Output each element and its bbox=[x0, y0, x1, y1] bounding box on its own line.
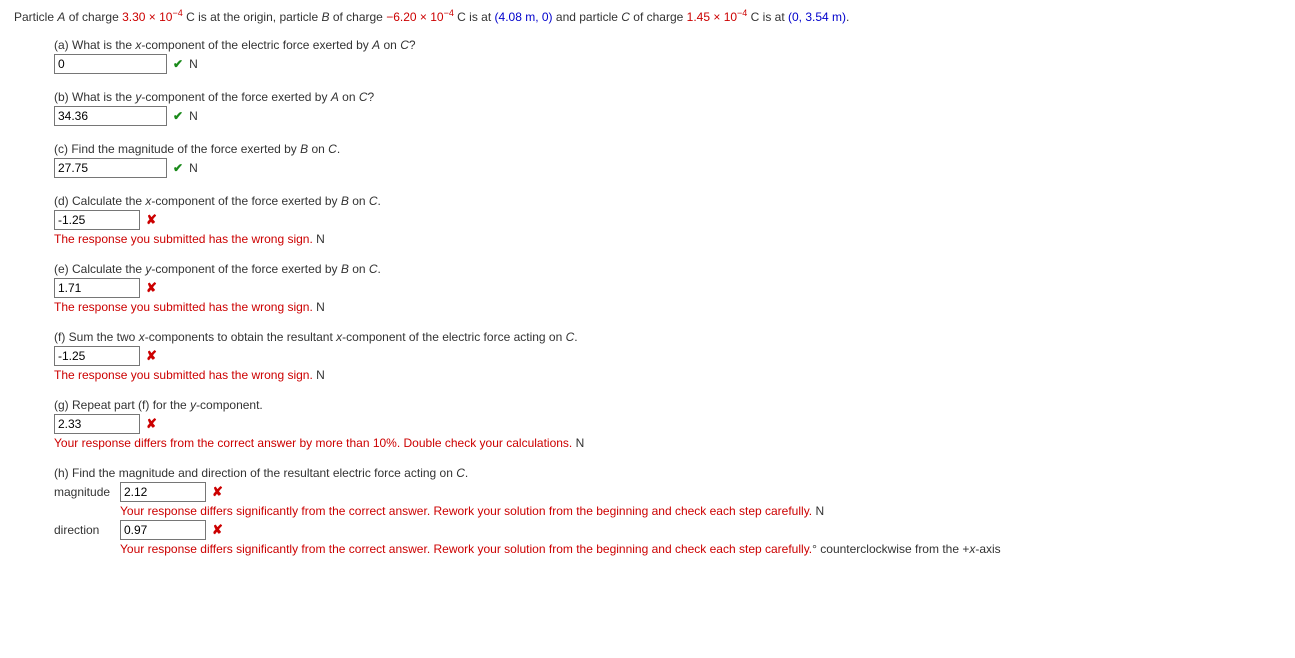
part-f-answer-row: ✘ bbox=[54, 346, 1281, 366]
part-f: (f) Sum the two x-components to obtain t… bbox=[54, 330, 1281, 382]
part-h-direction-row: direction ✘ Your response differs signif… bbox=[54, 520, 1281, 556]
part-c-input[interactable] bbox=[54, 158, 167, 178]
part-g-feedback: Your response differs from the correct a… bbox=[54, 436, 1281, 450]
part-c-prompt: (c) Find the magnitude of the force exer… bbox=[54, 142, 1281, 156]
part-b-input[interactable] bbox=[54, 106, 167, 126]
part-e-input[interactable] bbox=[54, 278, 140, 298]
part-a-prompt: (a) What is the x-component of the elect… bbox=[54, 38, 1281, 52]
part-h-direction-feedback: Your response differs significantly from… bbox=[120, 542, 1001, 556]
part-e-answer-row: ✘ bbox=[54, 278, 1281, 298]
part-d-prompt: (d) Calculate the x-component of the for… bbox=[54, 194, 1281, 208]
x-icon: ✘ bbox=[146, 348, 157, 364]
x-icon: ✘ bbox=[146, 416, 157, 432]
part-c: (c) Find the magnitude of the force exer… bbox=[54, 142, 1281, 178]
x-icon: ✘ bbox=[212, 484, 223, 500]
part-d-input[interactable] bbox=[54, 210, 140, 230]
part-d: (d) Calculate the x-component of the for… bbox=[54, 194, 1281, 246]
part-c-answer-row: ✔ N bbox=[54, 158, 1281, 178]
intro-text: C is at the origin, particle bbox=[183, 10, 322, 24]
part-e: (e) Calculate the y-component of the for… bbox=[54, 262, 1281, 314]
direction-label: direction bbox=[54, 520, 114, 537]
unit-label: N bbox=[189, 57, 198, 71]
x-icon: ✘ bbox=[146, 280, 157, 296]
part-h-direction-input[interactable] bbox=[120, 520, 206, 540]
part-e-prompt: (e) Calculate the y-component of the for… bbox=[54, 262, 1281, 276]
part-a-answer-row: ✔ N bbox=[54, 54, 1281, 74]
part-h-prompt: (h) Find the magnitude and direction of … bbox=[54, 466, 1281, 480]
x-icon: ✘ bbox=[146, 212, 157, 228]
part-g-answer-row: ✘ bbox=[54, 414, 1281, 434]
intro-text: and particle bbox=[553, 10, 622, 24]
part-f-prompt: (f) Sum the two x-components to obtain t… bbox=[54, 330, 1281, 344]
charge-C: 1.45 × 10−4 bbox=[687, 10, 748, 24]
charge-B: −6.20 × 10−4 bbox=[386, 10, 454, 24]
part-h-magnitude-row: magnitude ✘ Your response differs signif… bbox=[54, 482, 1281, 518]
part-h-magnitude-input[interactable] bbox=[120, 482, 206, 502]
check-icon: ✔ bbox=[173, 109, 183, 123]
part-f-feedback: The response you submitted has the wrong… bbox=[54, 368, 1281, 382]
charge-A: 3.30 × 10−4 bbox=[122, 10, 183, 24]
part-d-feedback: The response you submitted has the wrong… bbox=[54, 232, 1281, 246]
part-e-feedback: The response you submitted has the wrong… bbox=[54, 300, 1281, 314]
part-a: (a) What is the x-component of the elect… bbox=[54, 38, 1281, 74]
part-b-answer-row: ✔ N bbox=[54, 106, 1281, 126]
part-f-input[interactable] bbox=[54, 346, 140, 366]
intro-text: . bbox=[846, 10, 849, 24]
magnitude-label: magnitude bbox=[54, 482, 114, 499]
part-g-prompt: (g) Repeat part (f) for the y-component. bbox=[54, 398, 1281, 412]
intro-text: of charge bbox=[329, 10, 386, 24]
part-d-answer-row: ✘ bbox=[54, 210, 1281, 230]
unit-label: N bbox=[189, 161, 198, 175]
part-h-magnitude-feedback: Your response differs significantly from… bbox=[120, 504, 824, 518]
part-b: (b) What is the y-component of the force… bbox=[54, 90, 1281, 126]
intro-text: Particle bbox=[14, 10, 57, 24]
unit-label: N bbox=[189, 109, 198, 123]
check-icon: ✔ bbox=[173, 57, 183, 71]
part-g: (g) Repeat part (f) for the y-component.… bbox=[54, 398, 1281, 450]
particle-C: C bbox=[621, 10, 630, 24]
intro-text: of charge bbox=[630, 10, 687, 24]
pos-C: (0, 3.54 m) bbox=[788, 10, 846, 24]
pos-B: (4.08 m, 0) bbox=[495, 10, 553, 24]
intro-text: C is at bbox=[454, 10, 495, 24]
part-g-input[interactable] bbox=[54, 414, 140, 434]
problem-statement: Particle A of charge 3.30 × 10−4 C is at… bbox=[14, 8, 1281, 24]
check-icon: ✔ bbox=[173, 161, 183, 175]
part-a-input[interactable] bbox=[54, 54, 167, 74]
part-b-prompt: (b) What is the y-component of the force… bbox=[54, 90, 1281, 104]
x-icon: ✘ bbox=[212, 522, 223, 538]
part-h: (h) Find the magnitude and direction of … bbox=[54, 466, 1281, 556]
intro-text: of charge bbox=[65, 10, 122, 24]
intro-text: C is at bbox=[747, 10, 788, 24]
